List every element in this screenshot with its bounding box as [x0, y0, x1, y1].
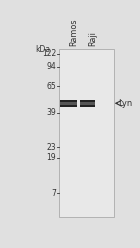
Text: Lyn: Lyn	[118, 99, 133, 108]
Text: 94: 94	[46, 62, 56, 71]
Text: 122: 122	[42, 49, 56, 58]
Text: 39: 39	[46, 108, 56, 117]
Bar	[60, 102, 77, 105]
Text: 7: 7	[51, 188, 56, 197]
Text: Raji: Raji	[88, 31, 97, 46]
Bar	[80, 102, 95, 105]
Bar	[60, 100, 77, 107]
Text: kDa: kDa	[35, 45, 50, 54]
Text: 19: 19	[46, 153, 56, 162]
Text: 23: 23	[46, 143, 56, 152]
Bar	[80, 100, 95, 107]
Text: 65: 65	[46, 82, 56, 91]
Text: Ramos: Ramos	[69, 19, 78, 46]
Bar	[59, 49, 114, 217]
